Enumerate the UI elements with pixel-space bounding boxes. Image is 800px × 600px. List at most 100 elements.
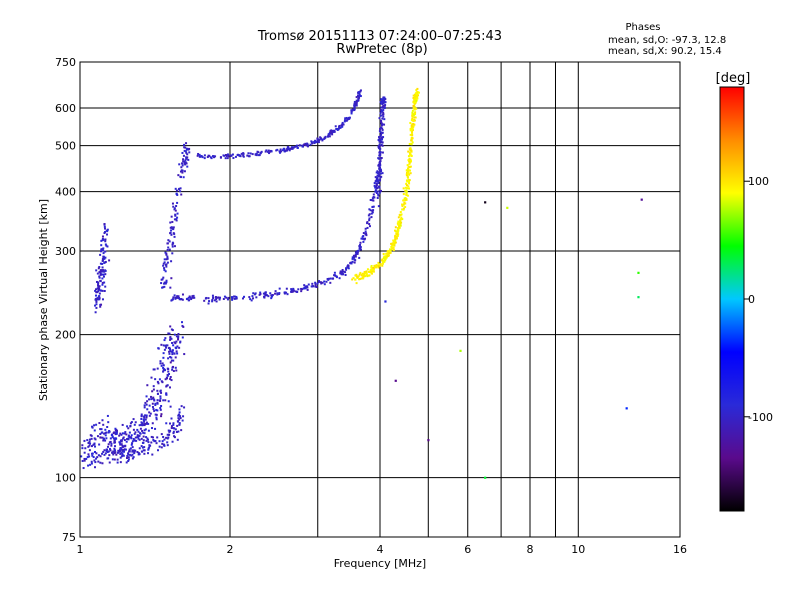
data-point: [141, 429, 144, 432]
data-point: [405, 174, 408, 177]
data-point: [175, 296, 178, 299]
data-point: [184, 150, 187, 153]
data-point: [106, 230, 109, 233]
data-point: [166, 248, 169, 251]
data-point: [334, 125, 337, 128]
data-point: [314, 281, 317, 284]
data-point: [174, 209, 177, 212]
data-point: [379, 138, 382, 141]
data-point: [164, 337, 167, 340]
data-point: [140, 415, 143, 418]
data-point: [410, 127, 413, 130]
data-point: [130, 454, 133, 457]
data-point: [381, 151, 384, 154]
data-point: [349, 262, 352, 265]
data-point: [287, 147, 290, 150]
data-point: [95, 303, 98, 306]
data-point: [252, 297, 255, 300]
data-point: [411, 113, 414, 116]
data-point: [310, 141, 313, 144]
data-point: [303, 143, 306, 146]
data-point: [102, 247, 105, 250]
data-point: [115, 428, 118, 431]
data-point: [288, 149, 291, 152]
data-point: [173, 208, 176, 211]
data-point: [350, 262, 353, 265]
data-point: [353, 261, 356, 264]
data-point: [341, 268, 344, 271]
data-point: [412, 113, 415, 116]
data-point: [143, 416, 146, 419]
colorbar-tick-label: 100: [748, 175, 769, 188]
data-point: [95, 280, 98, 283]
data-point: [411, 109, 414, 112]
data-point: [87, 453, 90, 456]
data-point: [383, 260, 386, 263]
data-point: [379, 264, 382, 267]
data-point: [100, 428, 103, 431]
data-point: [101, 436, 104, 439]
data-point: [409, 158, 412, 161]
data-point: [169, 350, 172, 353]
data-point: [197, 152, 200, 155]
data-point: [412, 94, 415, 97]
data-point: [347, 267, 350, 270]
data-point: [363, 270, 366, 273]
data-point: [82, 467, 85, 470]
data-point: [366, 226, 369, 229]
data-point: [171, 351, 174, 354]
data-point: [146, 400, 149, 403]
data-point: [377, 145, 380, 148]
data-point: [252, 292, 255, 295]
data-point: [358, 93, 361, 96]
data-point: [88, 455, 91, 458]
data-point: [132, 438, 135, 441]
data-point: [382, 98, 385, 101]
data-point: [110, 434, 113, 437]
data-point: [309, 143, 312, 146]
data-point: [107, 443, 110, 446]
data-point: [112, 450, 115, 453]
data-point: [101, 262, 104, 265]
data-point: [358, 246, 361, 249]
data-point: [106, 426, 109, 429]
colorbar-tick-label: -100: [748, 411, 773, 424]
data-point: [143, 415, 146, 418]
data-point: [375, 265, 378, 268]
data-point: [402, 208, 405, 211]
data-point: [156, 409, 159, 412]
data-point: [416, 87, 419, 90]
data-point: [190, 298, 193, 301]
data-point: [304, 287, 307, 290]
data-point: [108, 461, 111, 464]
data-point: [155, 442, 158, 445]
data-point: [391, 246, 394, 249]
data-point: [346, 265, 349, 268]
data-point: [104, 227, 107, 230]
data-point: [108, 447, 111, 450]
data-point: [393, 243, 396, 246]
data-point: [380, 106, 383, 109]
data-point: [173, 352, 176, 355]
data-point: [369, 209, 372, 212]
data-point: [394, 238, 397, 241]
data-point: [104, 256, 107, 259]
data-point: [251, 153, 254, 156]
data-point: [183, 160, 186, 163]
data-point: [375, 179, 378, 182]
data-point: [152, 396, 155, 399]
data-point: [156, 367, 159, 370]
y-tick-label: 600: [55, 102, 76, 115]
data-point: [124, 444, 127, 447]
data-point: [109, 449, 112, 452]
data-point: [381, 123, 384, 126]
data-point: [119, 456, 122, 459]
data-point: [160, 282, 163, 285]
data-point: [83, 459, 86, 462]
data-point: [383, 118, 386, 121]
data-point: [159, 362, 162, 365]
data-point: [205, 296, 208, 299]
data-point: [382, 256, 385, 259]
data-point: [185, 142, 188, 145]
data-point: [88, 440, 91, 443]
